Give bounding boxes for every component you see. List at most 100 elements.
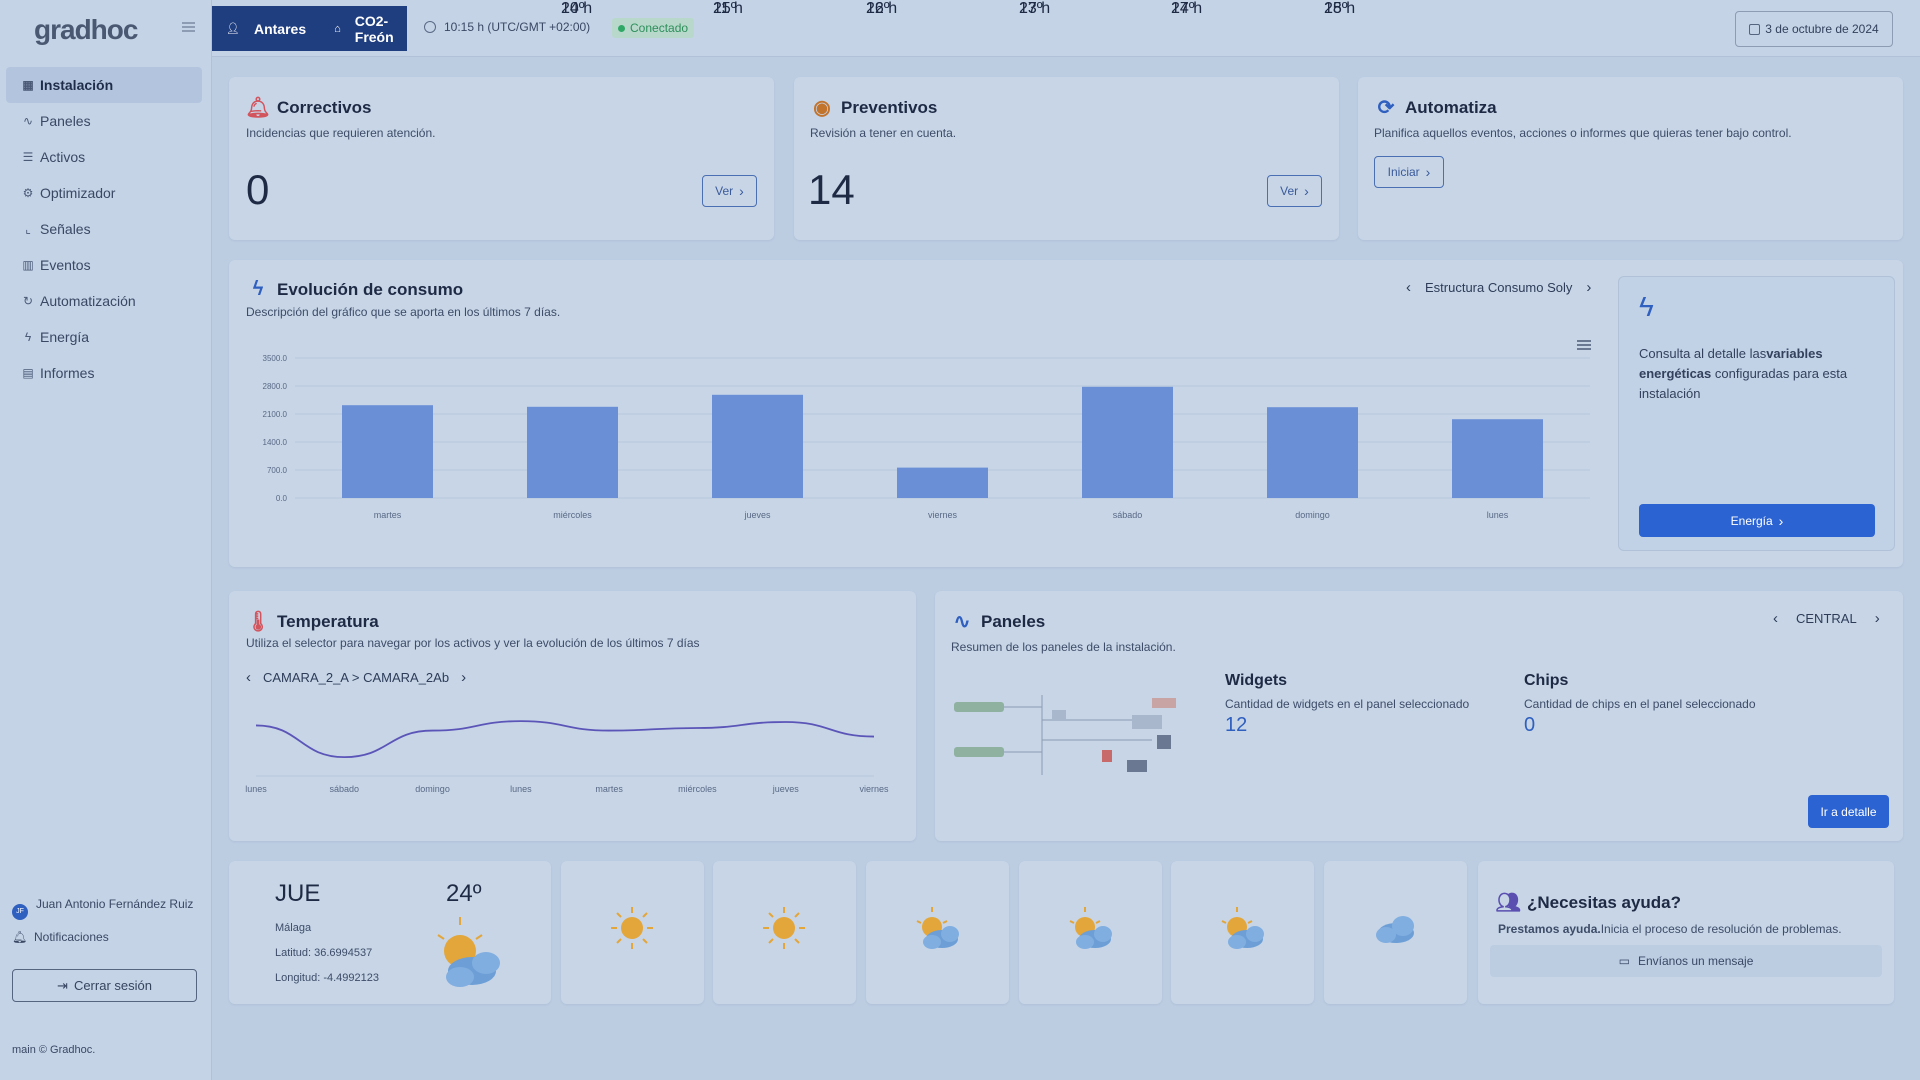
chevron-right-icon[interactable]: › <box>1586 279 1592 296</box>
x-tick-label: viernes <box>859 784 889 794</box>
date-picker-button[interactable]: 3 de octubre de 2024 <box>1735 11 1893 47</box>
chevron-left-icon[interactable]: ‹ <box>1406 279 1411 296</box>
refresh-icon: ↻ <box>22 294 34 308</box>
x-tick-label: sábado <box>330 784 360 794</box>
chevron-left-icon[interactable]: ‹ <box>1773 610 1778 627</box>
menu-collapse-icon[interactable] <box>182 22 195 32</box>
y-tick-label: 2800.0 <box>263 382 288 391</box>
bar-martes[interactable] <box>342 405 433 498</box>
sidebar-item-label: Informes <box>40 365 95 381</box>
list-icon: ☰ <box>22 150 34 164</box>
bar-domingo[interactable] <box>1267 407 1358 498</box>
partly-cloudy-icon <box>916 907 959 949</box>
preventivos-card <box>794 77 1339 240</box>
client-crumb[interactable]: 👤︎ Antares <box>226 21 320 37</box>
user-profile[interactable]: JF Juan Antonio Fernández Ruiz <box>12 896 202 920</box>
asset-selector: ‹ CAMARA_2_A > CAMARA_2Ab › <box>246 669 466 686</box>
gradhoc-logo[interactable]: gradhoc <box>34 14 138 45</box>
hour-temp: 24º <box>561 0 585 17</box>
sun-icon <box>611 907 653 949</box>
y-tick-label: 1400.0 <box>263 438 288 447</box>
hour-temp: 25º <box>713 0 737 17</box>
sidebar-item-energia[interactable]: ϟ Energía <box>6 319 202 355</box>
bolt-icon: ϟ <box>24 330 32 344</box>
sidebar-item-label: Energía <box>40 329 90 345</box>
help-sub-rest: Inicia el proceso de resolución de probl… <box>1600 922 1842 936</box>
sidebar-item-label: Automatización <box>40 293 136 309</box>
calendar-icon <box>1749 23 1761 35</box>
preventivos-ver-button[interactable]: Ver › <box>1267 175 1322 207</box>
sun-icon <box>763 907 805 949</box>
widgets-subtitle: Cantidad de widgets en el panel seleccio… <box>1225 697 1470 711</box>
temperature-series-line <box>255 720 875 759</box>
sidebar-item-paneles[interactable]: ∿ Paneles <box>6 103 202 139</box>
status-dot-icon <box>618 24 625 32</box>
consumo-subtitle: Descripción del gráfico que se aporta en… <box>246 305 561 319</box>
temperatura-card <box>229 591 916 841</box>
correctivos-title-text: Correctivos <box>277 97 372 117</box>
temperatura-line-chart: lunes sábado domingo lunes martes miércoles ju… <box>245 720 889 794</box>
sidebar-item-label: Activos <box>40 149 86 165</box>
x-tick-label: viernes <box>928 510 958 520</box>
chevron-right-icon[interactable]: › <box>461 669 467 686</box>
y-tick-label: 700.0 <box>267 466 288 475</box>
bar-sábado[interactable] <box>1082 386 1173 498</box>
help-sub-bold: Prestamos ayuda. <box>1498 922 1601 936</box>
x-tick-label: domingo <box>1295 510 1330 520</box>
sidebar-item-informes[interactable]: ▤ Informes <box>6 355 202 391</box>
hour-label: 12 h <box>866 0 898 17</box>
sidebar-item-label: Señales <box>40 221 91 237</box>
chart-menu-icon[interactable] <box>1577 340 1591 350</box>
document-icon: ▤ <box>22 366 34 380</box>
correctivos-count: 0 <box>246 166 270 213</box>
bolt-icon: ϟ <box>252 278 264 300</box>
automatiza-iniciar-button[interactable]: Iniciar › <box>1374 156 1444 188</box>
paneles-card <box>935 591 1903 841</box>
energia-text: Consulta al detalle lasvariables energét… <box>1639 344 1874 404</box>
bar-lunes[interactable] <box>1452 419 1543 498</box>
home-icon: ⌂ <box>334 22 341 35</box>
columns-icon: ▥ <box>22 258 34 272</box>
paneles-title: ∿ Paneles <box>951 609 1046 634</box>
bar-miércoles[interactable] <box>527 406 618 498</box>
help-title-text: ¿Necesitas ayuda? <box>1527 892 1682 912</box>
sidebar-item-senales[interactable]: ⌞ Señales <box>6 211 202 247</box>
send-message-button[interactable]: ▭ Envíanos un mensaje <box>1490 945 1882 977</box>
sidebar-item-eventos[interactable]: ▥ Eventos <box>6 247 202 283</box>
correctivos-card <box>229 77 774 240</box>
sidebar-item-activos[interactable]: ☰ Activos <box>6 139 202 175</box>
consumo-title: ϟ Evolución de consumo <box>247 278 463 301</box>
bell-icon: 🔔︎ <box>12 930 28 944</box>
button-label: Ver <box>1280 184 1299 198</box>
installation-crumb[interactable]: ⌂ CO2-Freón <box>334 13 408 45</box>
bar-viernes[interactable] <box>897 467 988 498</box>
sidebar-item-instalacion[interactable]: ▦ Instalación <box>6 67 202 103</box>
chevron-right-icon[interactable]: › <box>1874 610 1880 627</box>
hour-temp: 27º <box>1019 0 1043 17</box>
logout-icon: ⇥ <box>57 977 68 993</box>
energia-text-before: Consulta al detalle las <box>1639 346 1767 361</box>
logout-button[interactable]: ⇥ Cerrar sesión <box>12 969 197 1002</box>
chips-count: 0 <box>1524 714 1536 736</box>
hour-label: 11 h <box>713 0 743 17</box>
notifications-label: Notificaciones <box>34 930 109 944</box>
ir-a-detalle-button[interactable]: Ir a detalle <box>1808 795 1889 828</box>
bar-jueves[interactable] <box>712 394 803 498</box>
hour-label: 13 h <box>1019 0 1051 17</box>
installation-breadcrumb[interactable]: 👤︎ Antares ⌂ CO2-Freón <box>212 6 407 51</box>
energia-text-bold: variables energéticas <box>1639 346 1823 381</box>
sidebar-item-automatizacion[interactable]: ↻ Automatización <box>6 283 202 319</box>
sidebar-item-optimizador[interactable]: ⚙ Optimizador <box>6 175 202 211</box>
correctivos-ver-button[interactable]: Ver › <box>702 175 757 207</box>
chevron-left-icon[interactable]: ‹ <box>246 669 251 686</box>
partly-cloudy-icon <box>1221 907 1264 949</box>
help-title: 👥︎ ¿Necesitas ayuda? <box>1495 890 1682 915</box>
consumo-title-text: Evolución de consumo <box>277 279 464 299</box>
x-tick-label: sábado <box>1113 510 1143 520</box>
status-badge: Conectado <box>612 18 695 38</box>
asset-selector-label: CAMARA_2_A > CAMARA_2Ab <box>263 670 450 685</box>
message-icon: ▭ <box>1618 954 1630 968</box>
x-tick-label: jueves <box>772 784 800 794</box>
energia-button[interactable]: Energía › <box>1639 504 1875 537</box>
notifications-link[interactable]: 🔔︎ Notificaciones <box>12 930 202 944</box>
